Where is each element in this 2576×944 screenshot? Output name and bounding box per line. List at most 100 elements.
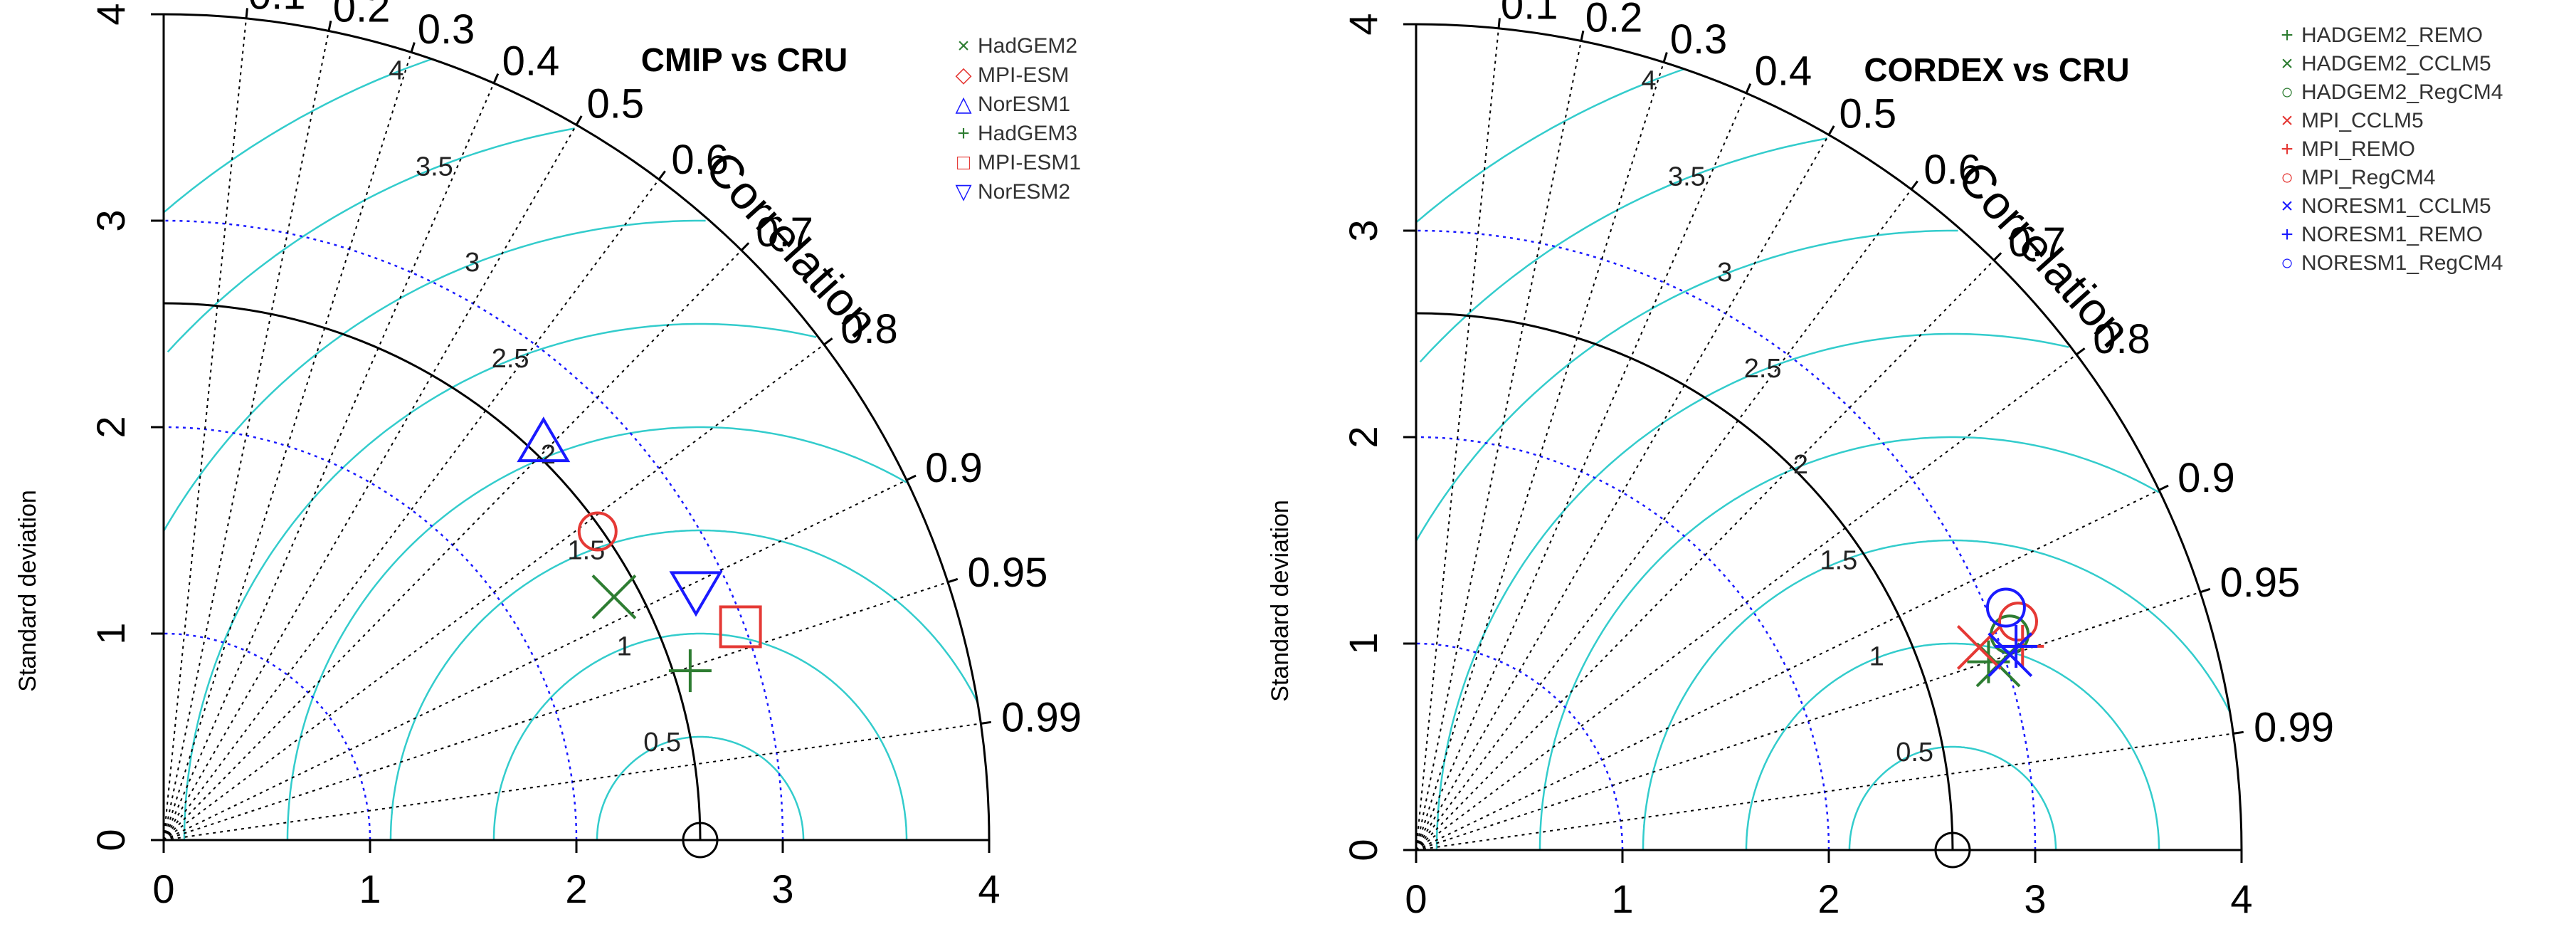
y-tick-label: 2 <box>88 416 133 438</box>
rmsd-label: 3 <box>1717 258 1732 288</box>
correlation-ray <box>1415 62 1664 851</box>
data-point <box>1985 587 2026 628</box>
correlation-ray <box>1415 259 1995 851</box>
legend-item: × HADGEM2_CCLM5 <box>2273 50 2503 78</box>
x-tick-label: 4 <box>2230 876 2252 921</box>
reference-sd-arc <box>1415 312 1954 851</box>
rmsd-contour <box>1435 332 2069 850</box>
data-point <box>669 571 723 617</box>
correlation-tick <box>575 115 583 126</box>
y-tick-label: 0 <box>1341 839 1385 861</box>
legend-symbol-icon: ○ <box>2280 166 2294 189</box>
y-axis-label: Standard deviation <box>14 490 41 692</box>
correlation-ray <box>163 479 907 841</box>
correlation-tick-label: 0.5 <box>1839 91 1897 137</box>
legend-item: + HadGEM3 <box>949 119 1081 148</box>
sd-arc <box>1415 436 1830 851</box>
rmsd-contour <box>1745 642 2160 850</box>
reference-point-icon <box>682 822 719 859</box>
rmsd-label: 3.5 <box>416 152 453 182</box>
correlation-axis-label: Correlation <box>1948 151 2141 357</box>
correlation-tick-label: 0.4 <box>1755 48 1812 95</box>
data-point <box>1995 625 2038 668</box>
rmsd-contour <box>183 322 817 840</box>
rmsd-contour <box>1642 539 2231 850</box>
legend-label: MPI_RegCM4 <box>2301 166 2436 189</box>
reference-point-icon <box>1934 832 1971 869</box>
rmsd-contour <box>492 632 908 840</box>
correlation-ray <box>163 18 247 841</box>
correlation-tick-label: 0.3 <box>418 6 475 53</box>
legend-item: × MPI_CCLM5 <box>2273 107 2503 135</box>
sd-arc <box>1415 229 2037 851</box>
correlation-tick <box>906 474 917 481</box>
legend-symbol-icon: + <box>2281 137 2293 161</box>
data-point <box>1956 624 2002 670</box>
legend-symbol-icon: ○ <box>2280 251 2294 275</box>
rmsd-label: 4 <box>389 56 403 85</box>
correlation-tick-label: 0.6 <box>1923 147 1981 193</box>
correlation-ray <box>163 249 742 841</box>
correlation-tick-label: 0.1 <box>248 0 306 18</box>
correlation-tick <box>1580 30 1585 41</box>
correlation-ray <box>1415 489 2160 851</box>
correlation-tick-label: 0.99 <box>1001 695 1082 741</box>
correlation-tick <box>1745 83 1752 94</box>
correlation-ray <box>163 83 495 841</box>
legend-item: ○ HADGEM2_RegCM4 <box>2273 78 2503 107</box>
legend-symbol-icon: + <box>957 122 970 145</box>
correlation-tick-label: 0.7 <box>2008 219 2066 266</box>
legend-item: □ MPI-ESM1 <box>949 148 1081 177</box>
correlation-ray <box>1415 28 1499 851</box>
legend-label: NORESM1_RegCM4 <box>2301 251 2503 275</box>
legend-item: ○ NORESM1_RegCM4 <box>2273 249 2503 278</box>
legend-symbol-icon: □ <box>956 151 971 174</box>
correlation-ray <box>1415 134 1830 851</box>
correlation-tick <box>1662 52 1668 63</box>
rmsd-contour <box>1848 745 2057 850</box>
sd-arc <box>163 426 578 841</box>
correlation-ray <box>1415 93 1747 851</box>
rmsd-label: 4 <box>1641 65 1656 95</box>
correlation-tick-label: 0.3 <box>1670 16 1728 63</box>
rmsd-contour <box>163 219 706 531</box>
legend-item: × NORESM1_CCLM5 <box>2273 192 2503 221</box>
x-tick-label: 3 <box>2024 876 2046 921</box>
correlation-tick <box>981 720 991 725</box>
chart-title: CMIP vs CRU <box>641 41 848 78</box>
correlation-ray <box>163 124 577 841</box>
legend-symbol-icon: △ <box>955 93 972 116</box>
rmsd-label: 1 <box>1869 641 1884 671</box>
rmsd-label: 3.5 <box>1668 162 1706 192</box>
y-tick-label: 3 <box>88 209 133 231</box>
correlation-ray <box>1415 354 2077 851</box>
legend-symbol-icon: ◇ <box>955 63 972 87</box>
rmsd-contour <box>389 529 978 840</box>
rmsd-label: 2.5 <box>1744 354 1782 384</box>
rmsd-label: 0.5 <box>1896 738 1933 767</box>
correlation-tick-label: 0.99 <box>2254 705 2334 751</box>
rmsd-label: 2 <box>541 440 556 470</box>
x-tick-label: 2 <box>1817 876 1839 921</box>
x-tick-label: 0 <box>152 866 174 911</box>
rmsd-label: 3 <box>465 248 480 278</box>
correlation-tick <box>2233 730 2244 735</box>
x-tick-label: 2 <box>565 866 587 911</box>
legend-symbol-icon: × <box>957 34 970 58</box>
legend-symbol-icon: + <box>2281 223 2293 246</box>
y-tick-label: 4 <box>88 3 133 25</box>
correlation-ray <box>163 179 660 841</box>
correlation-tick-label: 0.95 <box>968 550 1048 596</box>
x-tick-label: 3 <box>771 866 793 911</box>
correlation-ray <box>1415 591 2201 851</box>
legend-item: × HadGEM2 <box>949 31 1081 61</box>
legend-label: HADGEM2_CCLM5 <box>2301 52 2491 75</box>
legend-label: HadGEM3 <box>978 122 1078 145</box>
legend-item: + NORESM1_REMO <box>2273 221 2503 249</box>
correlation-tick <box>2200 587 2211 594</box>
correlation-ray <box>163 581 949 841</box>
legend-label: NORESM1_CCLM5 <box>2301 194 2491 218</box>
